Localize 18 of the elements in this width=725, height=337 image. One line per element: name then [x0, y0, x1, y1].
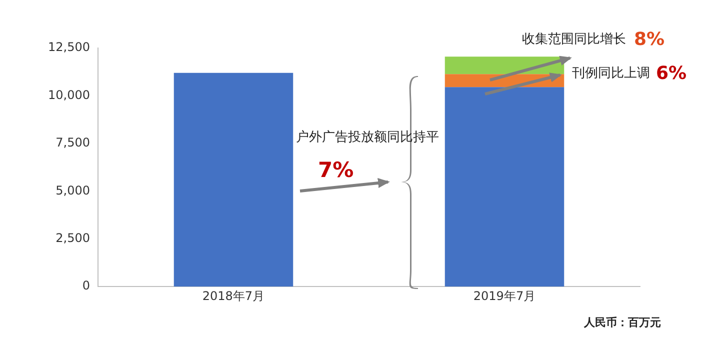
y-tick-label: 0 [82, 278, 90, 293]
y-tick-label: 2,500 [56, 231, 90, 246]
bar [444, 56, 564, 74]
y-tick-label: 5,000 [56, 183, 90, 198]
text: 人民币：百万元 [584, 316, 661, 330]
annotation: 户外广告投放额同比持平 [296, 130, 439, 146]
y-tick-label: 7,500 [56, 136, 90, 150]
bar [174, 72, 294, 287]
annotation: 刊例同比上调 [572, 66, 650, 82]
text: 收集范围同比增长 [522, 32, 626, 48]
annotation: 7% [318, 158, 354, 182]
bar [444, 87, 564, 287]
y-tick-label: 10,000 [48, 88, 90, 102]
y-tick-label: 12,500 [48, 40, 90, 54]
x-tick-label: 2019年7月 [473, 288, 536, 303]
x-tick-label: 2018年7月 [202, 288, 265, 303]
text: 6% [656, 63, 687, 84]
annotation: 8% [634, 29, 665, 50]
